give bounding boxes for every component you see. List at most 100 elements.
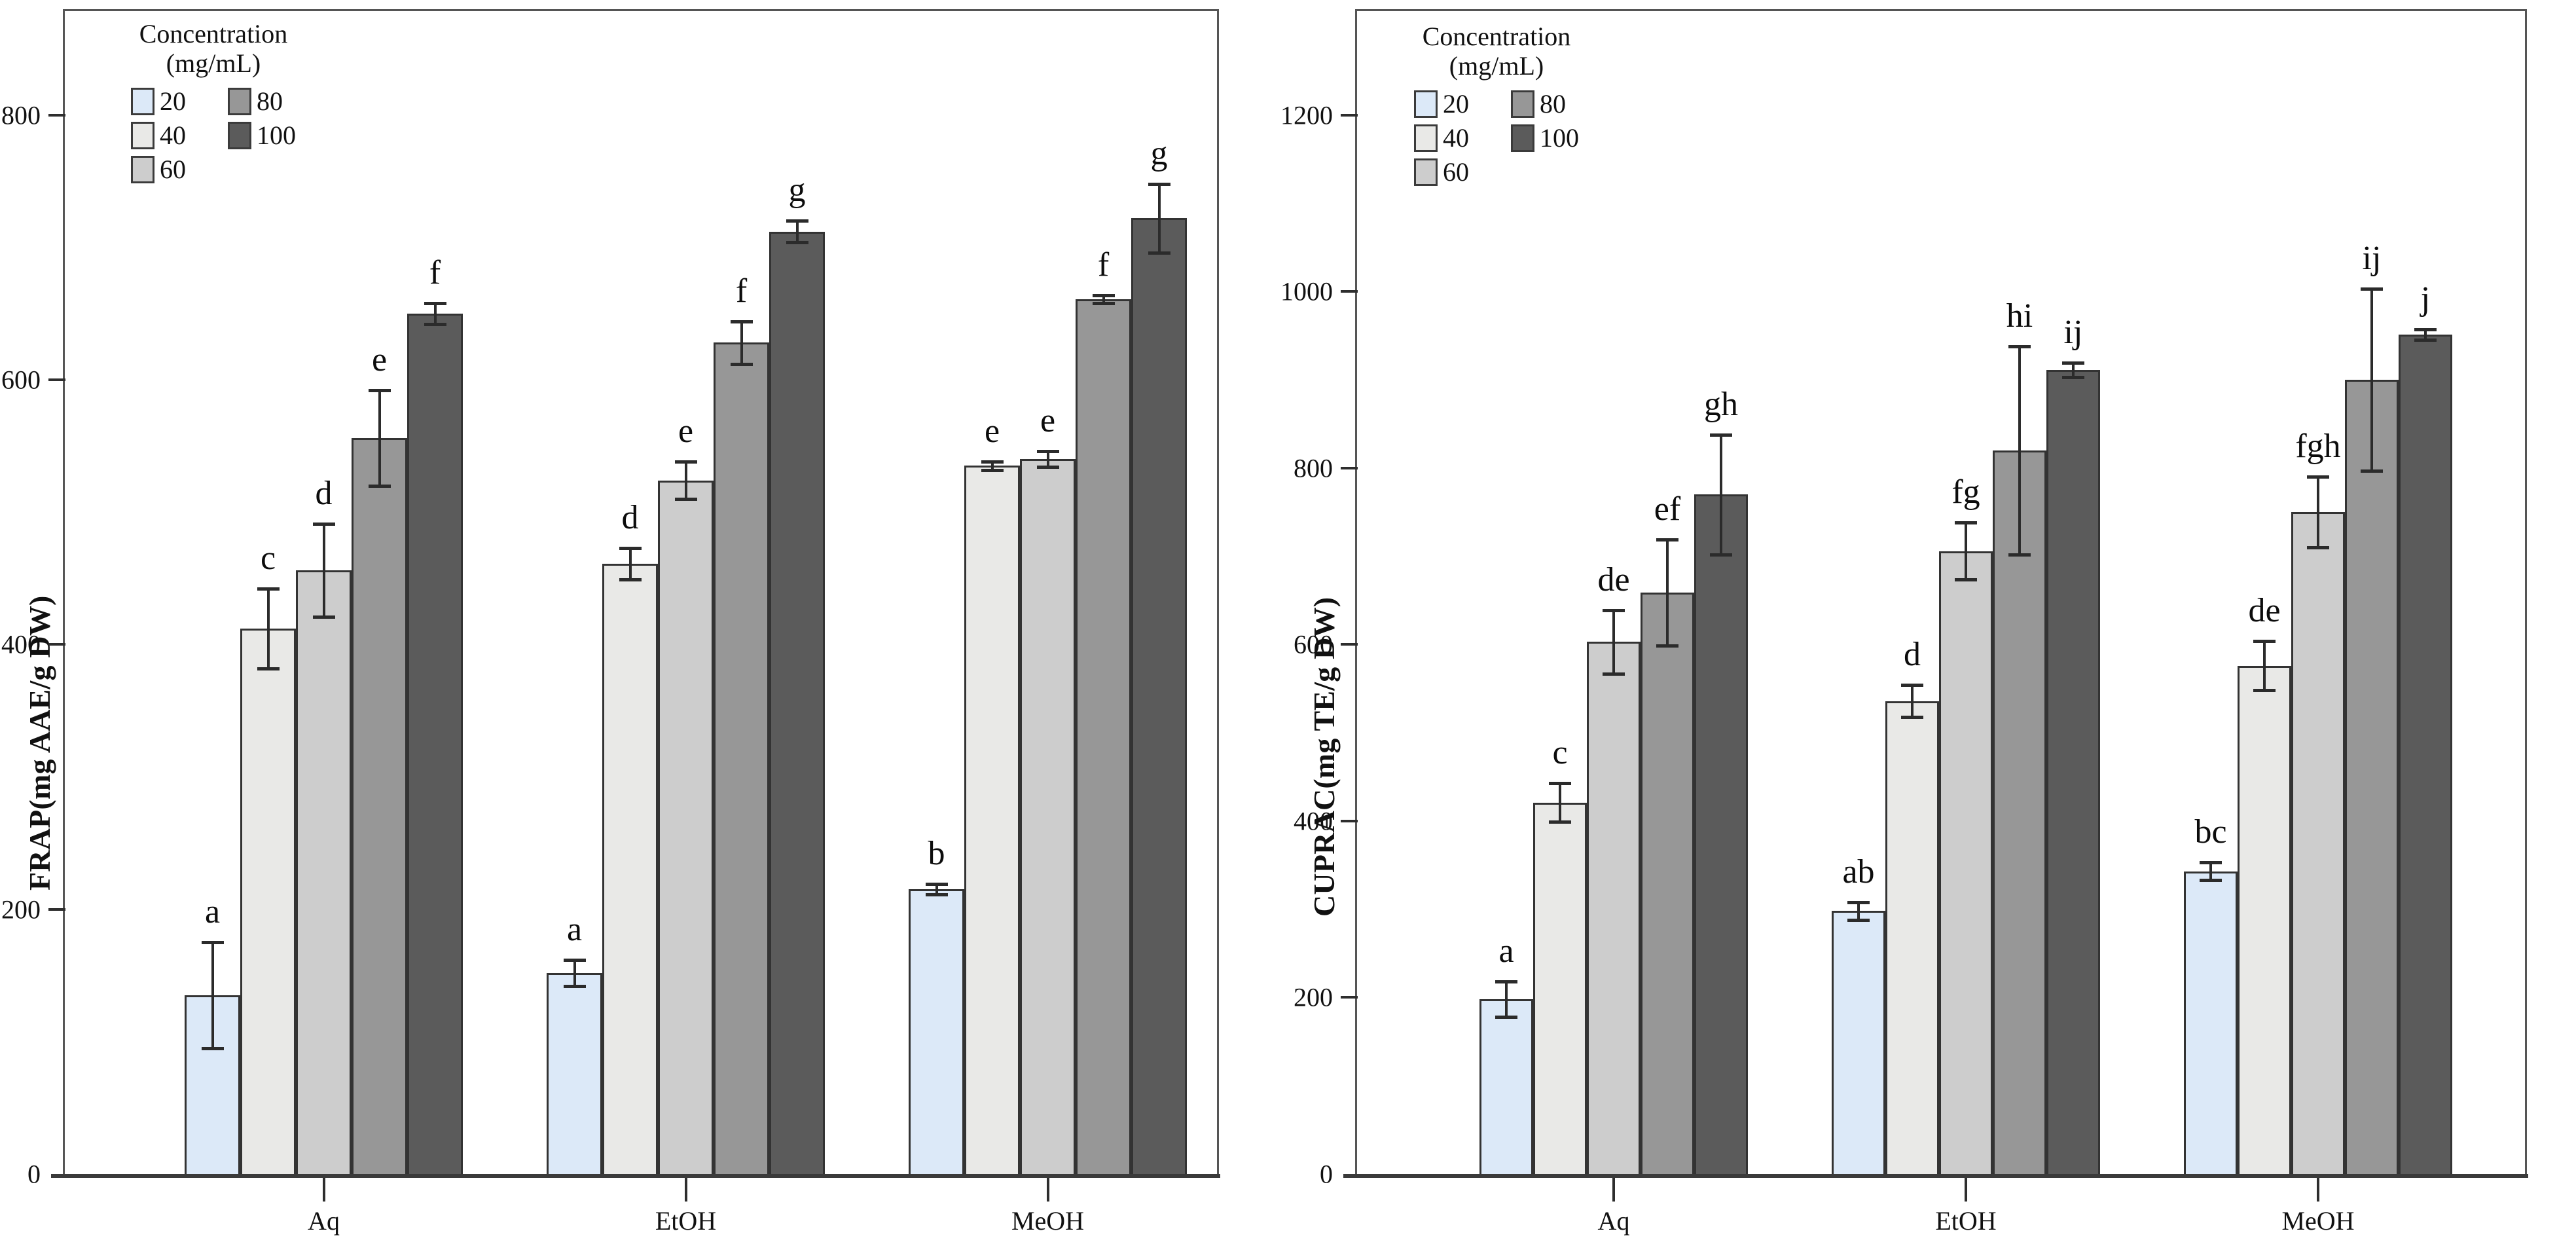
- error-bar-etoh-80: [740, 321, 743, 364]
- x-axis-label-meoh: MeOH: [1011, 1206, 1085, 1236]
- y-tick-800: [1341, 466, 1358, 469]
- legend-item-100[interactable]: 100: [228, 121, 296, 149]
- error-bar-aq-20: [211, 942, 214, 1048]
- error-bar-meoh-20: [2209, 862, 2212, 881]
- y-tick-400: [1341, 819, 1358, 822]
- error-cap-lower: [619, 578, 642, 582]
- error-cap-upper: [1549, 781, 1571, 785]
- error-cap-lower: [1955, 578, 1977, 581]
- bar-meoh-80: [2345, 380, 2399, 1174]
- error-bar-meoh-40: [2263, 640, 2266, 691]
- legend-title-line2: (mg/mL): [1449, 50, 1544, 81]
- bar-aq-60: [1587, 642, 1641, 1174]
- legend-column-high-cuprac: 80 100: [1511, 90, 1579, 186]
- bar-aq-20: [1479, 999, 1533, 1174]
- legend-label-40: 40: [1443, 122, 1469, 153]
- legend-frap: Concentration (mg/mL) 20 40 60: [131, 19, 296, 183]
- error-cap-lower: [563, 984, 586, 988]
- legend-item-20[interactable]: 20: [1414, 90, 1469, 118]
- error-cap-upper: [1603, 608, 1625, 612]
- legend-label-40: 40: [160, 120, 186, 150]
- legend-label-80: 80: [1540, 88, 1566, 119]
- significance-letter-aq-40: c: [1552, 733, 1568, 771]
- x-axis-label-aq: Aq: [308, 1206, 340, 1236]
- error-cap-lower: [1495, 1016, 1517, 1019]
- legend-swatch-icon-100: [1511, 124, 1534, 152]
- bar-meoh-40: [964, 466, 1020, 1174]
- error-bar-etoh-100: [795, 221, 799, 242]
- legend-cuprac: Concentration (mg/mL) 20 40 60: [1414, 22, 1579, 186]
- legend-swatch-icon-80: [1511, 90, 1534, 118]
- legend-column-high-frap: 80 100: [228, 87, 296, 183]
- bar-meoh-40: [2238, 665, 2291, 1174]
- error-cap-upper: [1092, 293, 1115, 297]
- error-bar-aq-20: [1505, 982, 1508, 1018]
- bar-aq-60: [296, 570, 352, 1174]
- legend-item-60[interactable]: 60: [131, 155, 186, 183]
- error-cap-lower: [1656, 644, 1678, 648]
- bar-aq-100: [1694, 494, 1748, 1174]
- y-tick-label-0: 0: [27, 1159, 41, 1189]
- error-cap-upper: [674, 460, 697, 464]
- y-tick-400: [48, 643, 65, 646]
- legend-item-60[interactable]: 60: [1414, 158, 1469, 186]
- y-tick-label-400: 400: [1294, 806, 1333, 836]
- error-cap-upper: [1148, 182, 1170, 186]
- x-tick-aq: [1612, 1178, 1615, 1202]
- error-bar-aq-80: [1666, 539, 1669, 646]
- error-cap-upper: [730, 320, 753, 324]
- legend-item-100[interactable]: 100: [1511, 124, 1579, 152]
- significance-letter-aq-100: gh: [1704, 385, 1738, 423]
- bar-etoh-100: [769, 231, 825, 1174]
- significance-letter-etoh-40: d: [621, 498, 639, 536]
- significance-letter-etoh-80: hi: [2006, 297, 2033, 335]
- error-bar-meoh-80: [2370, 289, 2373, 471]
- legend-swatch-icon-60: [1414, 158, 1438, 186]
- x-tick-etoh: [684, 1178, 687, 1202]
- y-tick-label-0: 0: [1320, 1159, 1333, 1189]
- legend-title-frap: Concentration (mg/mL): [131, 19, 296, 79]
- error-cap-lower: [1603, 672, 1625, 676]
- error-bar-etoh-40: [628, 547, 632, 580]
- significance-letter-aq-100: f: [429, 253, 441, 291]
- bar-meoh-20: [909, 889, 964, 1174]
- legend-label-100: 100: [1540, 122, 1579, 153]
- legend-columns-cuprac: 20 40 60 80: [1414, 90, 1579, 186]
- error-bar-meoh-100: [1157, 183, 1161, 253]
- error-cap-upper: [2361, 287, 2383, 291]
- error-cap-upper: [619, 546, 642, 550]
- legend-item-80[interactable]: 80: [1511, 90, 1579, 118]
- legend-item-40[interactable]: 40: [1414, 124, 1469, 152]
- y-tick-200: [1341, 996, 1358, 999]
- bar-meoh-100: [1131, 218, 1187, 1174]
- error-cap-lower: [201, 1046, 224, 1050]
- error-cap-upper: [2307, 475, 2329, 479]
- error-bar-aq-60: [1612, 610, 1615, 674]
- legend-item-20[interactable]: 20: [131, 87, 186, 115]
- error-cap-lower: [1549, 820, 1571, 824]
- error-cap-upper: [2414, 328, 2437, 332]
- x-tick-meoh: [2317, 1178, 2319, 1202]
- error-cap-upper: [201, 941, 224, 945]
- significance-letter-etoh-60: fg: [1951, 473, 1980, 511]
- bar-etoh-40: [602, 564, 658, 1174]
- error-cap-upper: [2062, 361, 2084, 365]
- legend-title-line1: Concentration: [1422, 22, 1571, 51]
- error-cap-upper: [563, 958, 586, 962]
- bar-aq-40: [1533, 802, 1587, 1174]
- error-cap-lower: [2307, 546, 2329, 550]
- error-cap-upper: [2200, 861, 2222, 865]
- legend-item-80[interactable]: 80: [228, 87, 296, 115]
- bar-aq-80: [352, 437, 407, 1174]
- error-bar-aq-40: [1559, 782, 1561, 822]
- bar-etoh-20: [1832, 911, 1885, 1174]
- error-cap-upper: [2253, 639, 2276, 643]
- panel-cuprac: CUPRAC(mg TE/g DW) 0 200 400 600 800 1000 1200…: [1280, 0, 2576, 1248]
- error-cap-lower: [2414, 339, 2437, 342]
- error-cap-lower: [981, 468, 1004, 472]
- y-tick-label-800: 800: [1, 100, 41, 130]
- legend-item-40[interactable]: 40: [131, 120, 186, 150]
- significance-letter-aq-80: e: [371, 341, 388, 379]
- error-cap-lower: [1847, 918, 1870, 922]
